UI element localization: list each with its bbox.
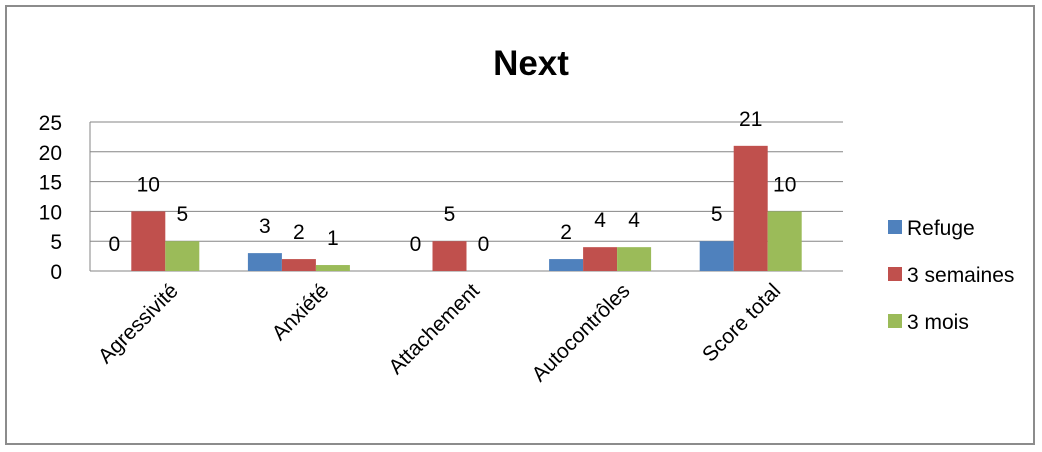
y-axis-ticks: 0 5 10 15 20 25 xyxy=(39,112,62,284)
legend-label: 3 mois xyxy=(907,311,969,334)
bar xyxy=(247,253,282,271)
bar xyxy=(281,259,316,271)
y-tick-label: 25 xyxy=(39,112,62,135)
legend-swatch xyxy=(888,267,902,281)
legend-label: 3 semaines xyxy=(907,264,1014,287)
y-tick-label: 0 xyxy=(50,261,62,284)
data-label: 0 xyxy=(410,233,422,256)
data-label: 0 xyxy=(478,233,490,256)
y-tick-label: 20 xyxy=(39,142,62,165)
bar xyxy=(315,265,350,271)
data-label: 10 xyxy=(137,173,160,196)
legend-label: Refuge xyxy=(907,217,975,240)
y-tick-label: 10 xyxy=(39,201,62,224)
data-label: 10 xyxy=(773,173,796,196)
bar xyxy=(549,259,584,271)
x-axis-ticks: Agressivité Anxiété Attachement Autocontrôl… xyxy=(94,279,785,386)
chart-title: Next xyxy=(493,44,569,83)
data-label: 1 xyxy=(327,227,339,250)
bar xyxy=(165,241,200,271)
bar xyxy=(767,211,802,271)
bar xyxy=(131,211,166,271)
data-label: 5 xyxy=(444,203,456,226)
bar xyxy=(733,145,768,271)
x-tick-label: Score total xyxy=(698,279,785,366)
y-tick-label: 5 xyxy=(50,231,62,254)
legend: Refuge 3 semaines 3 mois xyxy=(888,217,1014,334)
data-label: 2 xyxy=(293,221,305,244)
x-tick-label: Autocontrôles xyxy=(528,279,635,386)
data-label: 0 xyxy=(108,233,120,256)
legend-swatch xyxy=(888,220,902,234)
x-tick-label: Attachement xyxy=(384,279,484,379)
legend-swatch xyxy=(888,314,902,328)
bars xyxy=(131,145,802,271)
bar xyxy=(699,241,734,271)
data-label: 21 xyxy=(739,108,762,131)
bar xyxy=(617,247,652,271)
data-label: 5 xyxy=(711,203,723,226)
data-label: 4 xyxy=(628,209,640,232)
data-label: 5 xyxy=(176,203,188,226)
data-label: 4 xyxy=(594,209,606,232)
x-tick-label: Anxiété xyxy=(268,279,334,345)
bar xyxy=(583,247,618,271)
chart-frame xyxy=(5,5,1035,445)
data-label: 2 xyxy=(560,221,572,244)
data-label: 3 xyxy=(259,215,271,238)
bar xyxy=(432,241,467,271)
y-tick-label: 15 xyxy=(39,172,62,195)
x-tick-label: Agressivité xyxy=(94,279,183,368)
